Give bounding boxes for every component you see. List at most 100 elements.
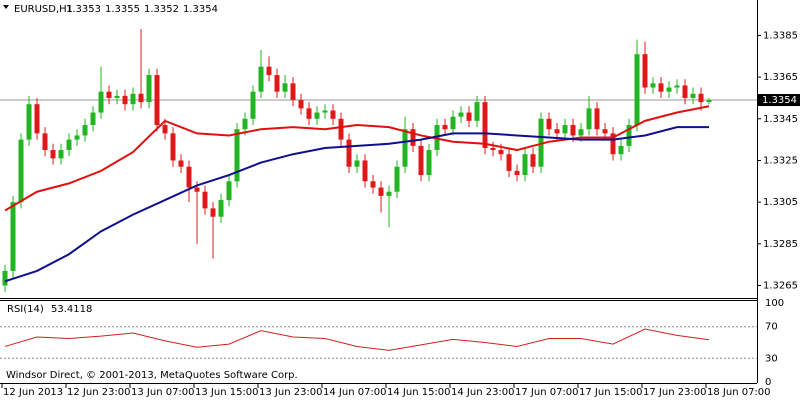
candle-body <box>530 154 536 167</box>
x-tick-label: 17 Jun 23:00 <box>643 387 707 398</box>
candle-body <box>554 129 560 134</box>
y-tick-label: 1.3345 <box>763 114 798 125</box>
candle-body <box>514 170 520 176</box>
candle-body <box>410 129 416 146</box>
candle-body <box>618 145 624 155</box>
candle-body <box>594 108 600 130</box>
candle-body <box>314 112 320 119</box>
candle-body <box>26 104 32 140</box>
candle-body <box>42 133 48 151</box>
chart-title: EURUSD,H1 <box>14 4 73 15</box>
x-tick-label: 17 Jun 07:00 <box>515 387 579 398</box>
candle-body <box>298 100 304 109</box>
candle-body <box>626 125 632 146</box>
candle-body <box>290 83 296 101</box>
candle-body <box>338 118 344 140</box>
candle-body <box>490 147 496 151</box>
candle-body <box>634 54 640 126</box>
y-tick-label: 1.3305 <box>763 197 798 208</box>
candle-body <box>146 75 152 103</box>
y-tick-label: 1.3365 <box>763 72 798 83</box>
candle-body <box>122 95 128 105</box>
x-tick-label: 12 Jun 23:00 <box>67 387 131 398</box>
candle-body <box>346 139 352 167</box>
candle-body <box>2 270 8 286</box>
candle-body <box>394 166 400 192</box>
candle-body <box>698 93 704 103</box>
candle-body <box>658 83 664 92</box>
candle-body <box>306 108 312 119</box>
menu-arrow[interactable] <box>3 5 9 9</box>
footer: Windsor Direct, © 2001-2013, MetaQuotes … <box>6 370 298 381</box>
header-open: 1.3353 <box>66 4 101 15</box>
x-tick-label: 14 Jun 23:00 <box>451 387 515 398</box>
x-tick-label: 13 Jun 15:00 <box>195 387 259 398</box>
candle-body <box>178 160 184 167</box>
candle-body <box>562 125 568 134</box>
y-tick-label: 30 <box>765 353 778 364</box>
candle-body <box>650 83 656 88</box>
candle-body <box>154 75 160 126</box>
candle-body <box>586 108 592 130</box>
candle-body <box>402 129 408 167</box>
candle-body <box>90 112 96 126</box>
moving-average <box>4 105 710 212</box>
rsi-line <box>4 328 710 351</box>
candle-body <box>322 110 328 113</box>
y-tick-label: 1.3285 <box>763 239 798 250</box>
candle-body <box>106 91 112 98</box>
candle-body <box>138 93 144 103</box>
candle-body <box>386 191 392 196</box>
candle-body <box>66 139 72 151</box>
candle-body <box>50 150 56 159</box>
price-tag-label: 1.3354 <box>762 95 797 106</box>
candle-body <box>690 93 696 98</box>
x-tick-label: 13 Jun 23:00 <box>259 387 323 398</box>
candle-body <box>354 160 360 167</box>
candle-body <box>34 104 40 134</box>
candle-body <box>186 166 192 188</box>
candle-body <box>202 191 208 209</box>
candle-body <box>330 110 336 119</box>
candle-body <box>18 139 24 203</box>
candle-body <box>506 154 512 171</box>
candle-body <box>610 133 616 155</box>
candle-body <box>210 208 216 217</box>
x-tick-label: 14 Jun 15:00 <box>387 387 451 398</box>
candle-body <box>458 112 464 117</box>
x-tick-label: 14 Jun 07:00 <box>323 387 387 398</box>
candle-body <box>58 150 64 159</box>
candle-body <box>498 150 504 155</box>
candle-body <box>482 102 488 148</box>
candle-body <box>474 102 480 121</box>
candle-body <box>266 66 272 76</box>
candle-body <box>274 75 280 92</box>
candle-body <box>194 187 200 192</box>
y-tick-label: 1.3265 <box>763 280 798 291</box>
candle-body <box>258 66 264 92</box>
y-tick-label: 1.3325 <box>763 155 798 166</box>
y-tick-label: 70 <box>765 322 778 333</box>
header-close: 1.3354 <box>183 4 218 15</box>
candle-body <box>466 112 472 121</box>
candle-body <box>602 129 608 134</box>
y-tick-label: 0 <box>765 377 771 388</box>
candle-body <box>170 133 176 161</box>
y-tick-label: 1.3385 <box>763 30 798 41</box>
candle-body <box>578 129 584 136</box>
y-tick-label: 100 <box>765 298 784 309</box>
candle-body <box>450 116 456 130</box>
rsi-title: RSI(14) <box>7 304 44 315</box>
rsi-value: 53.4118 <box>51 304 92 315</box>
candle-body <box>426 150 432 176</box>
candle-body <box>242 118 248 130</box>
moving-average <box>4 126 709 283</box>
candle-body <box>234 129 240 182</box>
candle-body <box>218 200 224 217</box>
candle-body <box>706 100 712 103</box>
candle-body <box>282 83 288 92</box>
candle-body <box>362 160 368 182</box>
x-tick-label: 13 Jun 07:00 <box>131 387 195 398</box>
